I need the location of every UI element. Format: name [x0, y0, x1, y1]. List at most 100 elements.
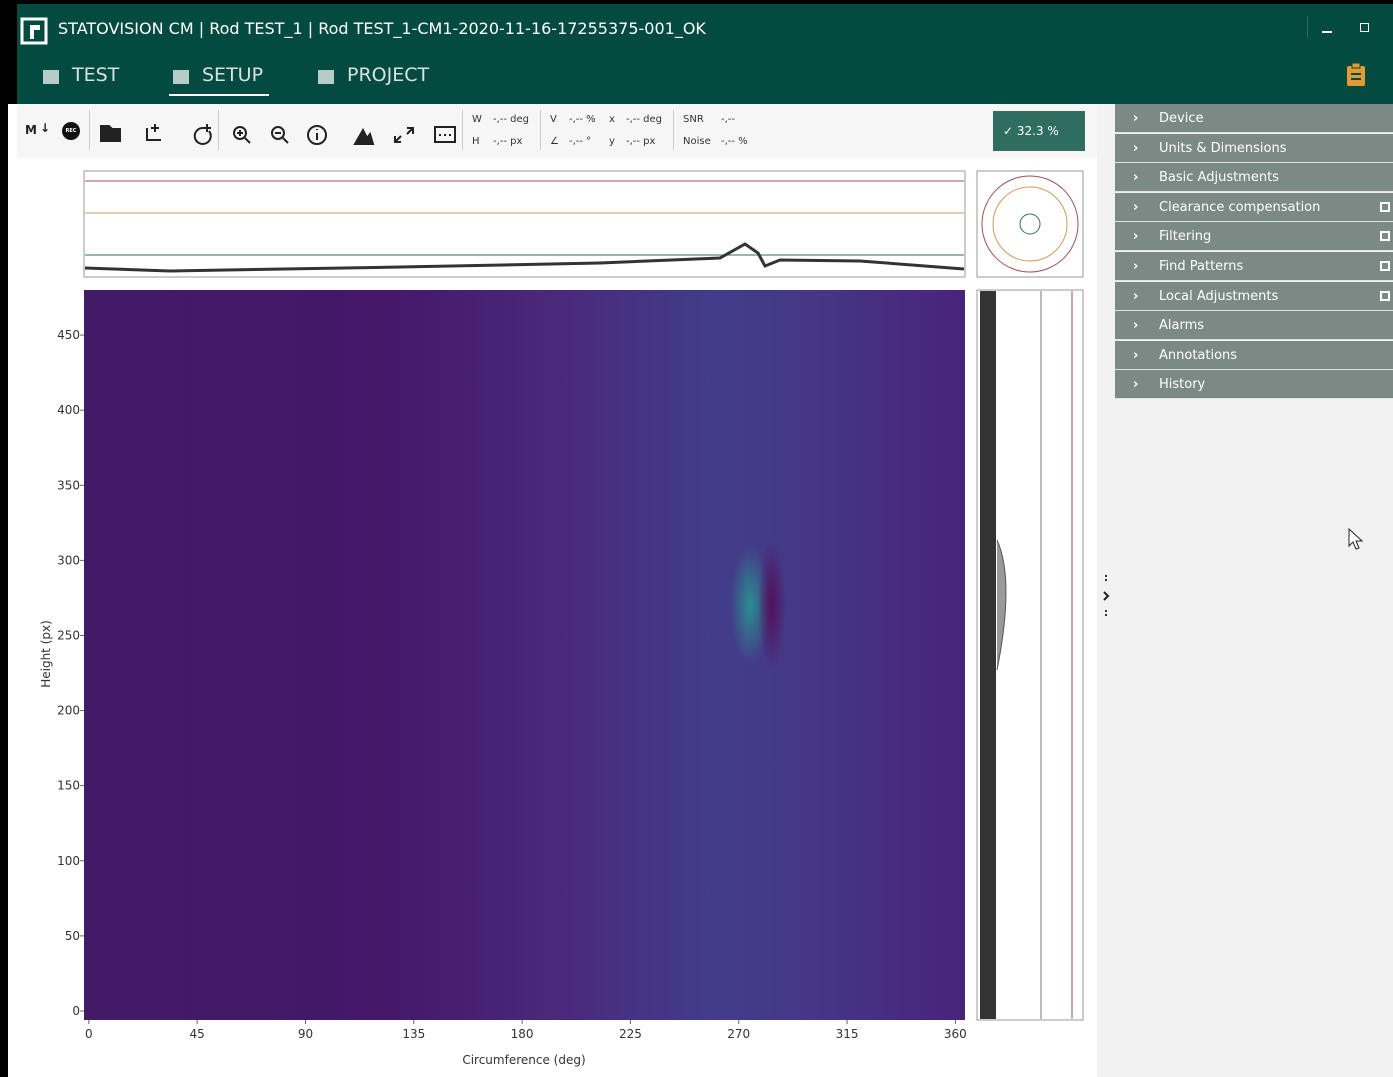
- panel-item[interactable]: ›History: [1115, 370, 1393, 399]
- x-tick-label: 90: [298, 1027, 313, 1041]
- readout-label: y: [609, 136, 615, 147]
- panel-item[interactable]: › Basic Adjustments: [1115, 163, 1393, 192]
- readout-value: -,-- px: [626, 136, 655, 147]
- x-tick-label: 180: [511, 1027, 534, 1041]
- panel-item-label: Device: [1159, 111, 1203, 126]
- chevron: ›: [1133, 282, 1138, 311]
- record-button[interactable]: REC: [62, 122, 80, 140]
- readout-value: -,-- °: [569, 136, 591, 147]
- chevron: ›: [1133, 104, 1138, 133]
- panel-item-label: Find Patterns: [1159, 259, 1243, 274]
- y-axis-label: Height (px): [39, 620, 53, 688]
- readout-value: -,-- deg: [626, 114, 662, 125]
- x-tick-label: 0: [85, 1027, 93, 1041]
- panel-item[interactable]: › Device: [1115, 104, 1393, 133]
- chevron: ›: [1133, 193, 1138, 222]
- y-tick-label: 150: [57, 779, 80, 793]
- panel-item-label: Units & Dimensions: [1159, 141, 1287, 156]
- separator: [673, 110, 674, 150]
- check-icon: ✓: [1003, 124, 1017, 138]
- separator: [1307, 16, 1308, 38]
- y-tick-label: 400: [57, 403, 80, 417]
- tab[interactable]: PROJECT: [347, 64, 429, 86]
- chevron: ›: [1133, 222, 1138, 251]
- panel-item[interactable]: › Alarms: [1115, 311, 1393, 340]
- chevron: ›: [1133, 252, 1138, 281]
- readout-label: H: [472, 136, 480, 147]
- heatmap-feature: [758, 540, 786, 670]
- toolbar: M ↓ REC ✓ 32.3 %: [17, 104, 1097, 158]
- tab-icon: [43, 70, 59, 84]
- tab-icon: [318, 70, 334, 84]
- panel-item-label: History: [1159, 377, 1205, 392]
- separator: [218, 110, 219, 150]
- panel-item[interactable]: › Clearance compensation: [1115, 193, 1393, 222]
- panel-item[interactable]: › Annotations: [1115, 341, 1393, 370]
- chart: Circumference (deg) Height (px) 0 45 90 135…: [0, 160, 1097, 1077]
- x-axis-label: Circumference (deg): [462, 1053, 585, 1067]
- tab[interactable]: SETUP: [202, 64, 263, 86]
- chevron: ›: [1133, 163, 1138, 192]
- x-tick-label: 315: [836, 1027, 859, 1041]
- panel-item-label: Clearance compensation: [1159, 200, 1320, 215]
- quality-badge[interactable]: ✓ 32.3 %: [993, 111, 1085, 151]
- x-tick-label: 135: [402, 1027, 425, 1041]
- panel-item[interactable]: › Units & Dimensions: [1115, 134, 1393, 163]
- side-trace: [980, 291, 996, 1019]
- y-tick-label: 450: [57, 328, 80, 342]
- panel-item-label: Annotations: [1159, 348, 1237, 363]
- separator: [540, 110, 541, 150]
- chevron: ›: [1133, 134, 1138, 163]
- readout-label: W: [472, 114, 482, 125]
- clipboard-button[interactable]: [1345, 62, 1367, 88]
- minimize-button[interactable]: [1322, 31, 1332, 33]
- chevron: ›: [1133, 341, 1138, 370]
- y-tick-label: 350: [57, 478, 80, 492]
- y-tick-label: 0: [72, 1004, 80, 1018]
- checkbox[interactable]: [1380, 261, 1390, 271]
- checkbox[interactable]: [1380, 202, 1390, 212]
- panel-item-label: Alarms: [1159, 318, 1204, 333]
- restore-button[interactable]: [1360, 23, 1369, 32]
- y-tick-label: 200: [57, 704, 80, 718]
- separator: [462, 110, 463, 150]
- readout-value: -,-- %: [721, 136, 748, 147]
- checkbox[interactable]: [1380, 291, 1390, 301]
- x-tick-label: 270: [727, 1027, 750, 1041]
- separator: [89, 110, 90, 150]
- x-tick-label: 45: [189, 1027, 204, 1041]
- y-tick-label: 50: [65, 929, 80, 943]
- checkbox[interactable]: [1380, 231, 1390, 241]
- readout-value: -,--: [721, 114, 735, 125]
- x-tick-label: 225: [619, 1027, 642, 1041]
- readout-value: -,-- deg: [493, 114, 529, 125]
- y-tick-label: 100: [57, 854, 80, 868]
- panel-item-label: Local Adjustments: [1159, 289, 1278, 304]
- readout-label: ∠: [550, 136, 559, 147]
- app-logo: [20, 17, 48, 45]
- panel-item-label: Basic Adjustments: [1159, 170, 1279, 185]
- tab[interactable]: TEST: [72, 64, 119, 86]
- panel-item[interactable]: ›Filtering: [1115, 222, 1393, 251]
- y-tick-label: 300: [57, 553, 80, 567]
- chevron: ›: [1133, 311, 1138, 340]
- app-window: STATOVISION CM | Rod TEST_1 | Rod TEST_1…: [0, 0, 1393, 1077]
- memory-button[interactable]: M: [25, 123, 37, 137]
- readout-label: V: [550, 114, 557, 125]
- heatmap-image: [84, 290, 965, 1020]
- tool-icons: [97, 116, 467, 148]
- readout-label: x: [609, 114, 615, 125]
- panel-toggle[interactable]: [1100, 572, 1112, 622]
- tab-icon: [173, 70, 189, 84]
- panel-item[interactable]: › Local Adjustments: [1115, 282, 1393, 311]
- panel-item[interactable]: › Find Patterns: [1115, 252, 1393, 281]
- readout-value: -,-- %: [569, 114, 596, 125]
- quality-value: 32.3 %: [1017, 124, 1059, 138]
- mouse-cursor: [1347, 527, 1365, 551]
- readout-value: -,-- px: [493, 136, 522, 147]
- readout-label: SNR: [683, 114, 704, 125]
- active-tab-underline: [169, 94, 269, 96]
- window-title: STATOVISION CM | Rod TEST_1 | Rod TEST_1…: [58, 19, 706, 38]
- readout-label: Noise: [683, 136, 711, 147]
- y-tick-label: 250: [57, 628, 80, 642]
